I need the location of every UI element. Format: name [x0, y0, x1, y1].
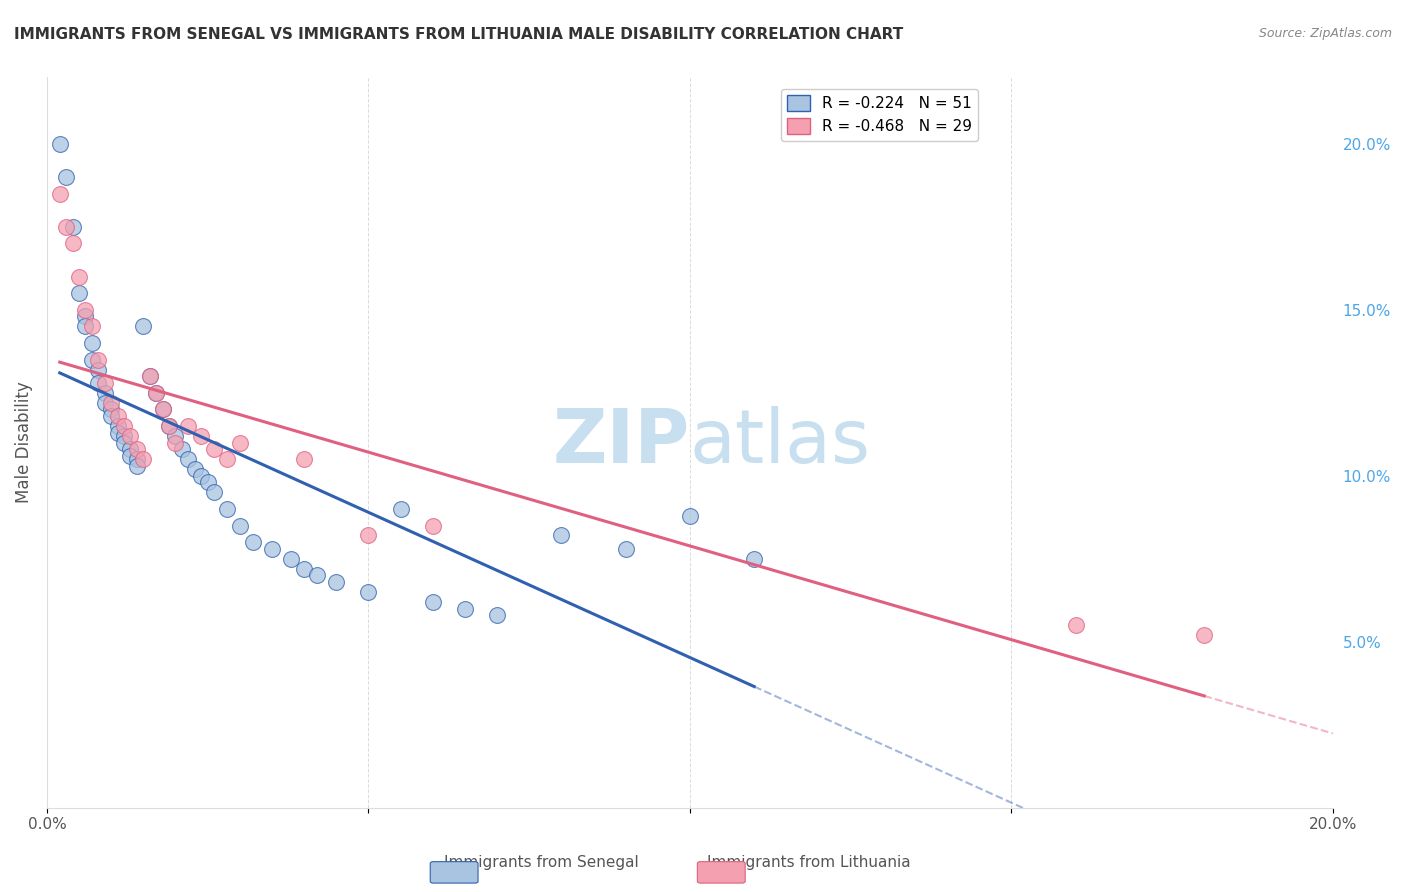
Point: [120, 449, 142, 463]
Point: [107, 409, 129, 423]
Text: Immigrants from Senegal: Immigrants from Senegal: [444, 855, 638, 870]
Point: [107, 419, 129, 434]
Point: [454, 601, 477, 615]
Point: [62, 219, 84, 234]
Point: [485, 608, 508, 623]
Point: [614, 541, 637, 556]
Point: [1064, 618, 1087, 632]
Point: [190, 468, 212, 483]
Point: [152, 402, 174, 417]
Point: [202, 485, 225, 500]
Point: [100, 395, 122, 409]
Point: [292, 562, 315, 576]
Point: [679, 508, 702, 523]
Point: [67, 286, 90, 301]
Text: Source: ZipAtlas.com: Source: ZipAtlas.com: [1258, 27, 1392, 40]
Point: [165, 435, 187, 450]
Point: [55, 169, 77, 184]
Point: [87, 352, 110, 367]
Point: [280, 551, 302, 566]
Point: [75, 302, 97, 317]
Point: [55, 219, 77, 234]
Point: [184, 462, 207, 476]
Point: [125, 452, 148, 467]
Point: [132, 319, 155, 334]
Point: [132, 452, 155, 467]
Point: [190, 429, 212, 443]
Point: [139, 369, 162, 384]
Point: [357, 528, 380, 542]
Point: [94, 376, 117, 390]
Point: [422, 595, 444, 609]
Point: [177, 452, 200, 467]
Point: [215, 452, 238, 467]
Legend: R = -0.224   N = 51, R = -0.468   N = 29: R = -0.224 N = 51, R = -0.468 N = 29: [780, 88, 979, 141]
Text: Immigrants from Lithuania: Immigrants from Lithuania: [707, 855, 910, 870]
Point: [62, 236, 84, 251]
Point: [80, 319, 103, 334]
Point: [165, 429, 187, 443]
Point: [215, 502, 238, 516]
Y-axis label: Male Disability: Male Disability: [15, 382, 32, 503]
Point: [87, 362, 110, 376]
Point: [125, 458, 148, 473]
Point: [87, 376, 110, 390]
Point: [305, 568, 328, 582]
Point: [550, 528, 572, 542]
Point: [742, 551, 765, 566]
Point: [112, 429, 135, 443]
Point: [229, 435, 252, 450]
Point: [48, 186, 70, 201]
Point: [389, 502, 412, 516]
Text: IMMIGRANTS FROM SENEGAL VS IMMIGRANTS FROM LITHUANIA MALE DISABILITY CORRELATION: IMMIGRANTS FROM SENEGAL VS IMMIGRANTS FR…: [14, 27, 903, 42]
Point: [125, 442, 148, 457]
Point: [170, 442, 193, 457]
Point: [80, 336, 103, 351]
Point: [94, 385, 117, 400]
Point: [177, 419, 200, 434]
Point: [112, 419, 135, 434]
Text: atlas: atlas: [690, 406, 870, 479]
Point: [357, 585, 380, 599]
Point: [100, 402, 122, 417]
Point: [152, 402, 174, 417]
Point: [107, 425, 129, 440]
Point: [260, 541, 283, 556]
Point: [94, 395, 117, 409]
Point: [48, 136, 70, 151]
Point: [120, 429, 142, 443]
Point: [139, 369, 162, 384]
Point: [1194, 628, 1216, 642]
Point: [422, 518, 444, 533]
Point: [145, 385, 167, 400]
Point: [120, 442, 142, 457]
Point: [229, 518, 252, 533]
Point: [145, 385, 167, 400]
Text: ZIP: ZIP: [553, 406, 690, 479]
Point: [100, 409, 122, 423]
Point: [67, 269, 90, 284]
Point: [202, 442, 225, 457]
Point: [75, 310, 97, 324]
Point: [157, 419, 180, 434]
Point: [242, 535, 264, 549]
Point: [292, 452, 315, 467]
Point: [112, 435, 135, 450]
Point: [75, 319, 97, 334]
Point: [197, 475, 219, 490]
Point: [325, 574, 347, 589]
Point: [157, 419, 180, 434]
Point: [80, 352, 103, 367]
